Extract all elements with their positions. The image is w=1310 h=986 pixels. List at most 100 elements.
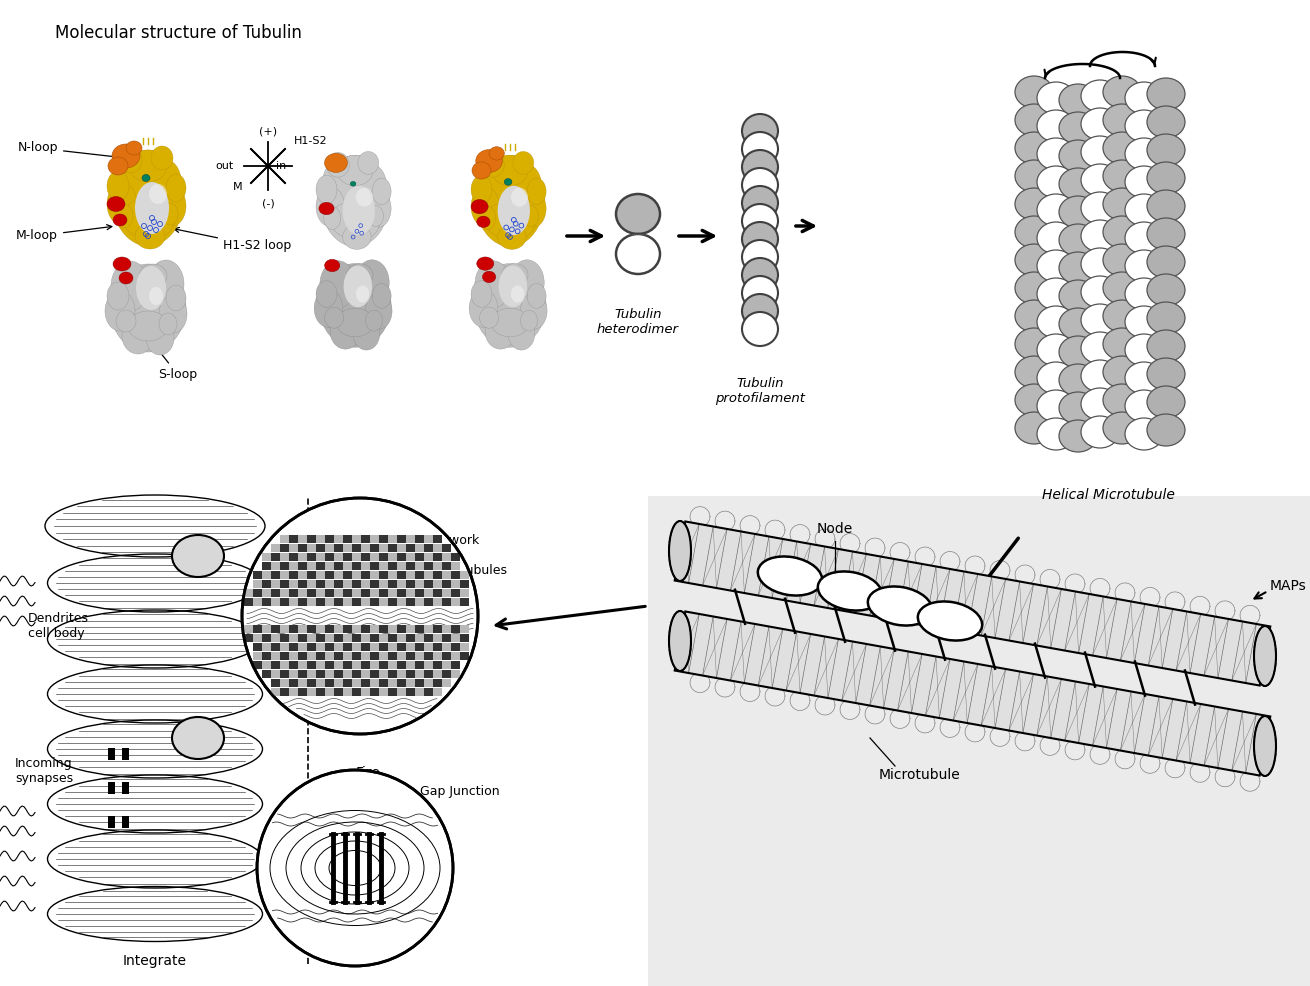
Bar	[460, 643, 469, 651]
Ellipse shape	[520, 311, 537, 331]
Bar	[369, 633, 379, 642]
Ellipse shape	[498, 185, 531, 235]
Bar	[343, 661, 351, 669]
Bar	[362, 669, 369, 678]
Bar	[307, 687, 316, 696]
Bar	[334, 687, 342, 696]
Ellipse shape	[669, 611, 690, 671]
Bar	[434, 534, 441, 543]
Bar	[388, 580, 397, 588]
Bar	[397, 633, 406, 642]
Bar	[307, 633, 316, 642]
Bar	[325, 543, 334, 552]
Ellipse shape	[356, 286, 369, 303]
Ellipse shape	[354, 317, 380, 350]
Ellipse shape	[159, 295, 187, 333]
Bar	[424, 552, 432, 561]
Bar	[325, 571, 334, 579]
Ellipse shape	[1038, 82, 1076, 114]
Ellipse shape	[1058, 392, 1096, 424]
Polygon shape	[675, 611, 1271, 776]
Bar	[325, 669, 334, 678]
Ellipse shape	[115, 204, 134, 228]
Bar	[388, 633, 397, 642]
Ellipse shape	[472, 281, 493, 308]
Ellipse shape	[741, 240, 778, 274]
Ellipse shape	[107, 196, 124, 212]
Bar	[362, 643, 369, 651]
Bar	[397, 687, 406, 696]
Ellipse shape	[1148, 78, 1186, 110]
Bar	[325, 643, 334, 651]
Bar	[369, 571, 379, 579]
Bar	[307, 543, 316, 552]
Bar	[297, 661, 307, 669]
Bar	[122, 748, 128, 760]
Ellipse shape	[1058, 420, 1096, 452]
Bar	[424, 624, 432, 633]
Ellipse shape	[162, 203, 178, 225]
Ellipse shape	[477, 216, 490, 228]
Ellipse shape	[114, 155, 151, 201]
Bar	[290, 624, 297, 633]
Ellipse shape	[1038, 166, 1076, 198]
Ellipse shape	[1058, 308, 1096, 340]
Bar	[352, 552, 360, 561]
Ellipse shape	[1038, 138, 1076, 170]
Bar	[362, 633, 369, 642]
Ellipse shape	[324, 207, 341, 230]
Bar	[325, 598, 334, 606]
Ellipse shape	[1081, 164, 1119, 196]
Bar	[271, 624, 279, 633]
Ellipse shape	[1015, 356, 1053, 388]
Bar	[369, 652, 379, 660]
Text: Network
of
Microtubules: Network of Microtubules	[428, 534, 508, 577]
Bar	[352, 598, 360, 606]
Ellipse shape	[1038, 250, 1076, 282]
Ellipse shape	[1081, 276, 1119, 308]
Ellipse shape	[523, 206, 538, 227]
Bar	[406, 624, 414, 633]
Ellipse shape	[616, 234, 660, 274]
Bar	[369, 561, 379, 570]
Ellipse shape	[1103, 216, 1141, 248]
Bar	[262, 571, 270, 579]
Ellipse shape	[1081, 192, 1119, 224]
Ellipse shape	[1148, 246, 1186, 278]
Bar	[290, 561, 297, 570]
Bar	[434, 678, 441, 687]
Bar	[271, 598, 279, 606]
Bar	[397, 552, 406, 561]
Bar	[441, 580, 451, 588]
Bar	[280, 633, 288, 642]
Bar	[406, 534, 414, 543]
Ellipse shape	[107, 183, 138, 225]
Ellipse shape	[172, 535, 224, 577]
Bar	[369, 552, 379, 561]
Bar	[307, 669, 316, 678]
Ellipse shape	[141, 175, 151, 181]
Ellipse shape	[139, 264, 166, 288]
Text: (-): (-)	[262, 198, 274, 208]
Bar	[325, 624, 334, 633]
Bar	[297, 624, 307, 633]
Ellipse shape	[1058, 364, 1096, 396]
Ellipse shape	[491, 309, 529, 337]
Text: H1-S2 loop: H1-S2 loop	[174, 228, 291, 252]
Bar	[271, 543, 279, 552]
Bar	[316, 678, 325, 687]
Ellipse shape	[1015, 76, 1053, 108]
Ellipse shape	[1103, 328, 1141, 360]
Bar	[271, 552, 279, 561]
Bar	[297, 669, 307, 678]
Ellipse shape	[616, 194, 660, 234]
Ellipse shape	[741, 276, 778, 310]
Ellipse shape	[1125, 278, 1163, 310]
Bar	[280, 589, 288, 597]
Bar	[307, 561, 316, 570]
Ellipse shape	[520, 189, 546, 228]
Bar	[397, 652, 406, 660]
Ellipse shape	[1148, 106, 1186, 138]
Bar	[343, 669, 351, 678]
Bar	[307, 598, 316, 606]
